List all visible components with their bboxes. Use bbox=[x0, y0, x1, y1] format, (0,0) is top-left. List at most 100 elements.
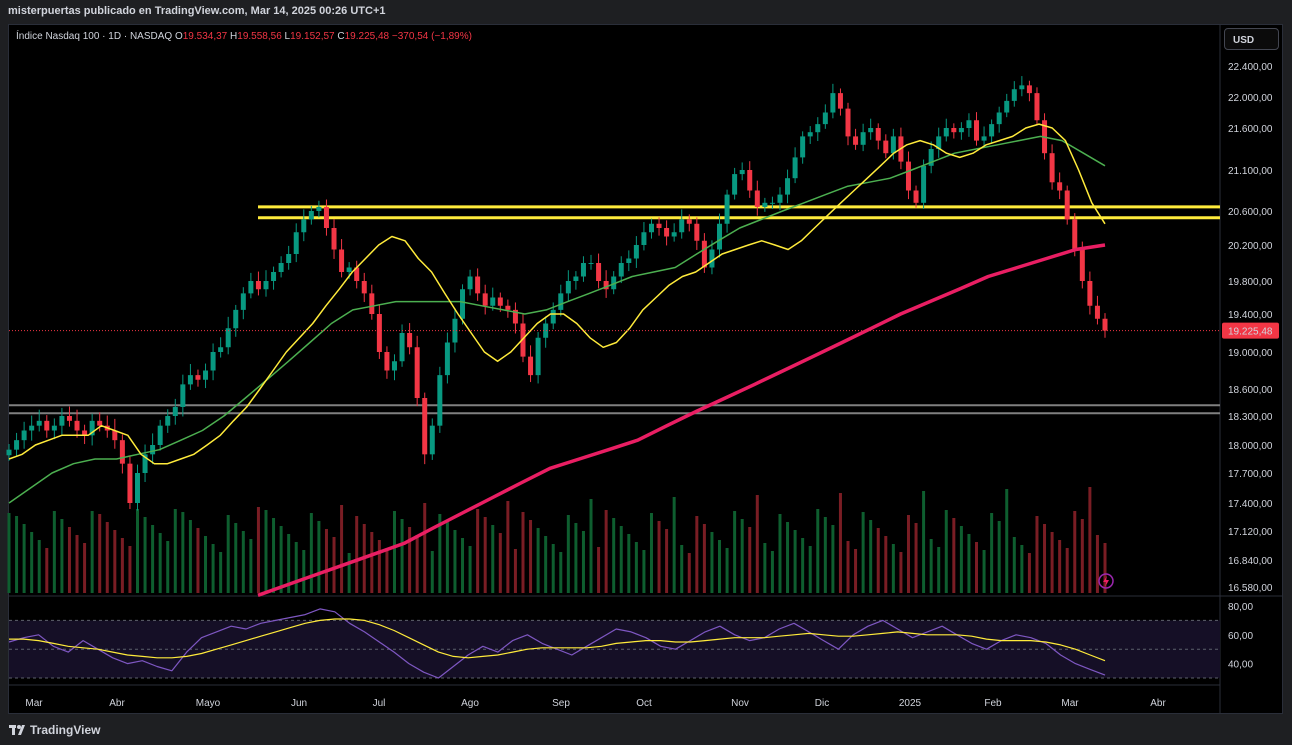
volume-bar bbox=[52, 511, 56, 593]
candle-body bbox=[890, 136, 896, 154]
publish-bar: misterpuertas publicado en TradingView.c… bbox=[0, 0, 1292, 24]
volume-bar bbox=[408, 527, 412, 593]
candle-body bbox=[286, 254, 292, 263]
volume-bar bbox=[498, 533, 502, 593]
low-label: L bbox=[284, 31, 291, 42]
footer-bar: TradingView bbox=[0, 716, 1292, 745]
volume-bar bbox=[1065, 548, 1069, 593]
volume-bar bbox=[445, 522, 449, 593]
price-tick-label: 18.000,00 bbox=[1228, 441, 1273, 452]
candle-body bbox=[452, 318, 458, 343]
candle-body bbox=[346, 267, 352, 272]
volume-bar bbox=[128, 546, 132, 593]
candle-body bbox=[1064, 190, 1070, 220]
candle-body bbox=[996, 112, 1002, 125]
candle-body bbox=[134, 473, 140, 503]
candle-body bbox=[112, 430, 118, 441]
candle-body bbox=[913, 190, 919, 203]
tradingview-brand[interactable]: TradingView bbox=[9, 723, 100, 737]
volume-bar bbox=[816, 509, 820, 593]
volume-bar bbox=[899, 552, 903, 593]
volume-bar bbox=[665, 529, 669, 593]
candle-body bbox=[815, 124, 821, 133]
time-tick-label: Mar bbox=[25, 698, 43, 709]
candle-body bbox=[444, 342, 450, 376]
candle-body bbox=[679, 219, 685, 233]
candle-body bbox=[240, 293, 246, 310]
candle-body bbox=[293, 232, 299, 254]
time-tick-label: Nov bbox=[731, 698, 749, 709]
candle-body bbox=[535, 337, 541, 376]
price-tick-label: 17.400,00 bbox=[1228, 499, 1273, 510]
candle-body bbox=[943, 128, 949, 137]
volume-bar bbox=[854, 549, 858, 593]
time-tick-label: Abr bbox=[1150, 698, 1166, 709]
volume-bar bbox=[823, 517, 827, 593]
candle-body bbox=[233, 309, 239, 329]
price-tick-label: 16.580,00 bbox=[1228, 583, 1273, 594]
candle-body bbox=[686, 219, 692, 224]
candle-body bbox=[308, 211, 314, 220]
candle-body bbox=[376, 314, 382, 352]
candle-body bbox=[626, 258, 632, 263]
volume-bar bbox=[551, 544, 555, 593]
volume-bar bbox=[861, 512, 865, 593]
volume-bar bbox=[22, 524, 26, 593]
candle-body bbox=[490, 297, 496, 306]
candle-body bbox=[414, 347, 420, 398]
candle-body bbox=[1072, 219, 1078, 250]
candle-body bbox=[1094, 305, 1100, 319]
candle-body bbox=[255, 281, 261, 290]
volume-bar bbox=[67, 527, 71, 593]
volume-bar bbox=[272, 518, 276, 593]
candle-body bbox=[437, 375, 443, 426]
price-tick-label: 22.400,00 bbox=[1228, 62, 1273, 73]
volume-bar bbox=[801, 538, 805, 593]
volume-bar bbox=[627, 534, 631, 593]
candle-body bbox=[97, 420, 103, 426]
candle-body bbox=[187, 375, 193, 385]
lightning-icon[interactable] bbox=[1098, 573, 1114, 589]
candle-body bbox=[845, 108, 851, 137]
price-tick-label: 19.000,00 bbox=[1228, 348, 1273, 359]
candle-body bbox=[384, 352, 390, 371]
volume-bar bbox=[544, 536, 548, 593]
volume-bar bbox=[166, 541, 170, 593]
candle-body bbox=[785, 178, 791, 195]
volume-bar bbox=[415, 535, 419, 593]
candle-body bbox=[399, 333, 405, 362]
candle-body bbox=[603, 281, 609, 290]
volume-bar bbox=[332, 537, 336, 593]
volume-bar bbox=[1088, 487, 1092, 593]
volume-bar bbox=[740, 519, 744, 593]
candle-body bbox=[66, 416, 72, 421]
candle-body bbox=[127, 463, 133, 503]
volume-bar bbox=[1080, 519, 1084, 593]
candle-body bbox=[860, 132, 866, 145]
volume-bar bbox=[748, 527, 752, 593]
volume-bar bbox=[1095, 535, 1099, 593]
volume-bar bbox=[574, 523, 578, 593]
close-value: 19.225,48 bbox=[344, 31, 390, 42]
currency-button[interactable]: USD bbox=[1224, 28, 1279, 50]
candle-body bbox=[119, 440, 125, 464]
volume-bar bbox=[687, 553, 691, 593]
candle-body bbox=[520, 323, 526, 357]
candle-body bbox=[928, 149, 934, 166]
volume-bar bbox=[196, 528, 200, 593]
volume-bar bbox=[612, 518, 616, 593]
volume-bar bbox=[317, 521, 321, 593]
candle-body bbox=[505, 305, 511, 310]
candle-body bbox=[407, 333, 413, 348]
ema-50-line bbox=[8, 135, 1106, 504]
volume-bar bbox=[710, 532, 714, 593]
volume-bar bbox=[831, 525, 835, 593]
volume-bar bbox=[1058, 540, 1062, 593]
time-tick-label: 2025 bbox=[899, 698, 922, 709]
volume-bar bbox=[173, 509, 177, 593]
candle-body bbox=[422, 398, 428, 455]
candle-body bbox=[195, 375, 201, 380]
volume-bar bbox=[1103, 543, 1107, 593]
candle-body bbox=[331, 228, 337, 250]
